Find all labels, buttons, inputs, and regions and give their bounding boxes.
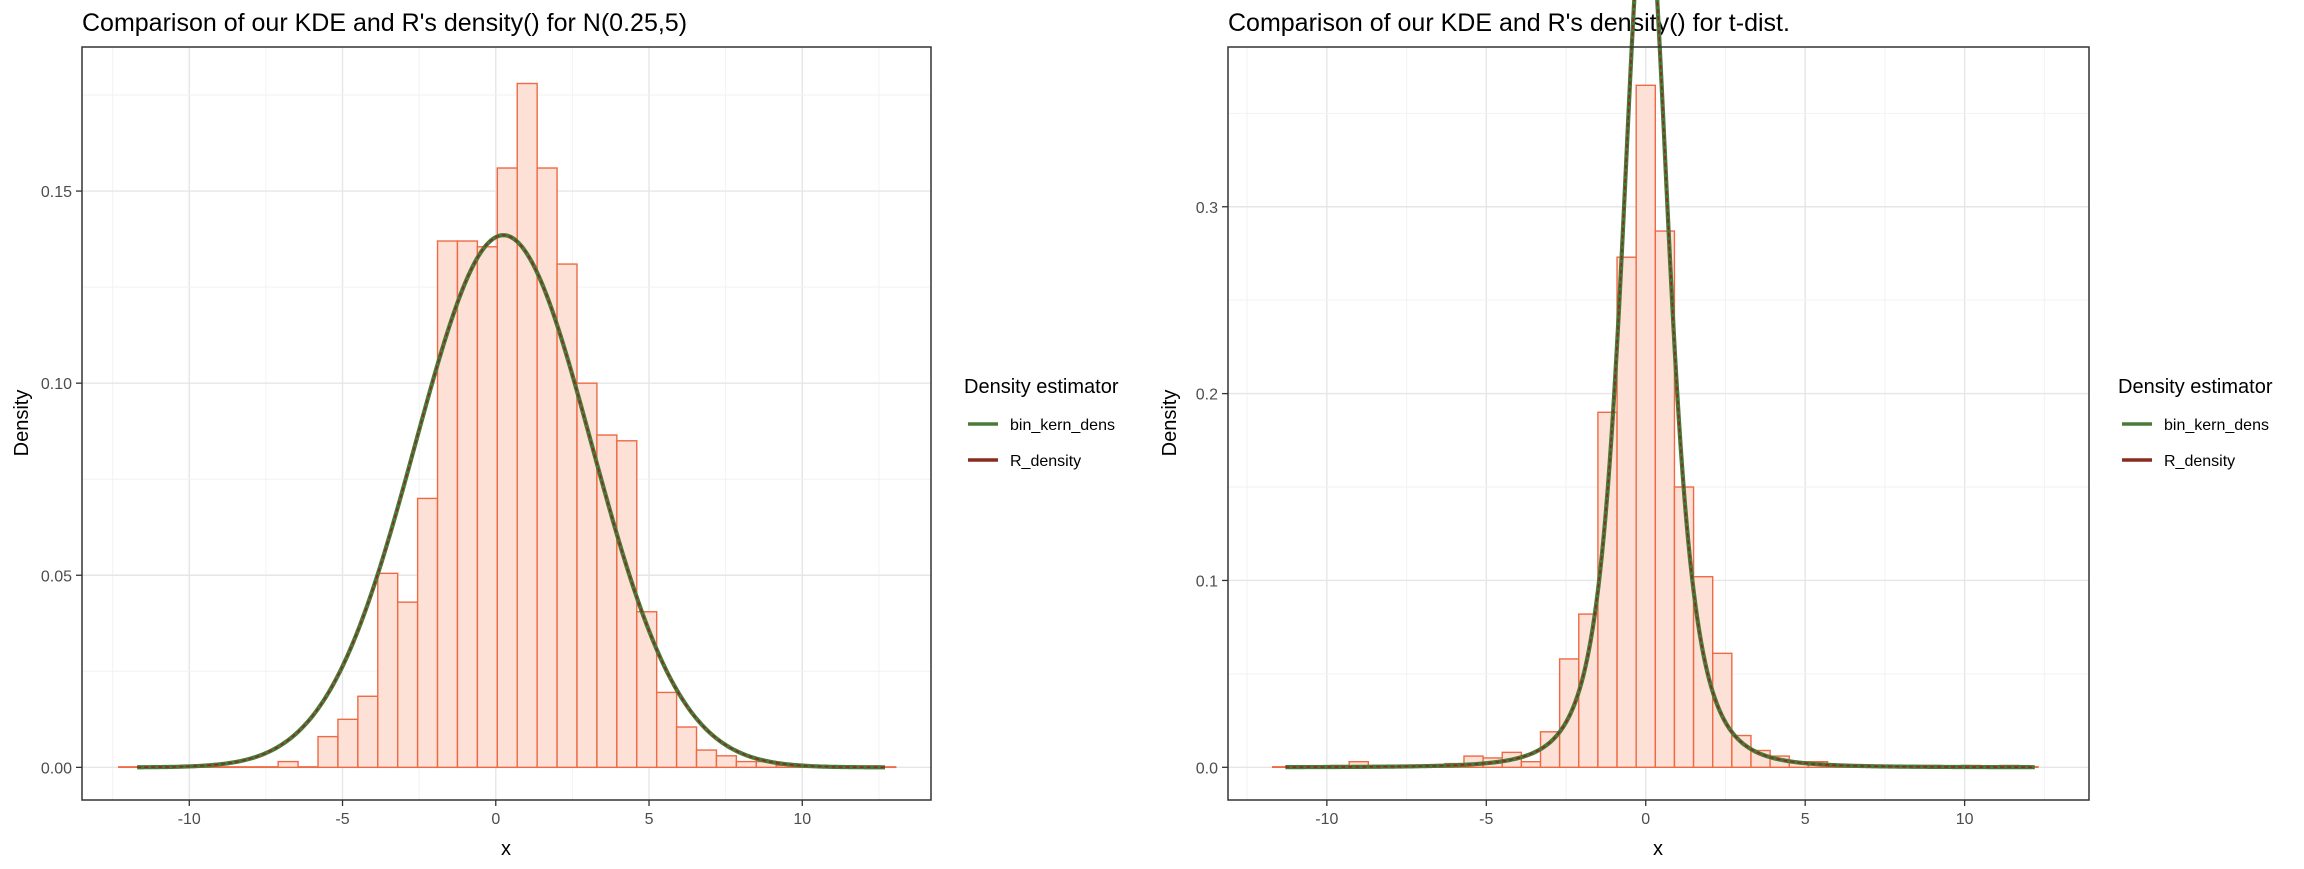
histogram-bar	[576, 382, 598, 769]
histogram-bar	[735, 760, 757, 769]
y-tick-label: 0.10	[41, 376, 72, 393]
histogram-bar	[357, 695, 379, 769]
x-tick-label: 0	[491, 811, 500, 828]
histogram-bar	[217, 766, 240, 769]
x-axis-ticks: -10 -5 0 5 10	[178, 800, 811, 828]
histogram-bar	[1616, 256, 1637, 769]
histogram-bar	[257, 766, 279, 769]
histogram-bar	[476, 246, 499, 769]
histogram-bar	[237, 766, 259, 769]
legend-label-bin-kern-dens: bin_kern_dens	[1010, 417, 1115, 434]
chart-normal: Comparison of our KDE and R's density() …	[11, 9, 1119, 860]
histogram-bar	[416, 497, 439, 769]
legend-title: Density estimator	[964, 376, 1119, 398]
legend: Density estimator bin_kern_dens R_densit…	[964, 376, 1119, 470]
histogram-bar	[317, 735, 339, 769]
y-tick-label: 0.00	[41, 760, 72, 777]
histogram-bar	[596, 434, 618, 769]
y-axis-ticks: 0.0 0.1 0.2 0.3	[1196, 200, 1228, 777]
x-tick-label: -10	[178, 811, 201, 828]
y-tick-label: 0.15	[41, 184, 72, 201]
histogram	[118, 82, 897, 769]
histogram-bar	[396, 601, 419, 769]
chart-t-dist: Comparison of our KDE and R's density() …	[1159, 0, 2273, 860]
y-tick-label: 0.3	[1196, 200, 1218, 217]
histogram-bar	[715, 755, 738, 769]
legend-label-r-density: R_density	[2164, 453, 2235, 470]
histogram-bar	[516, 82, 538, 769]
histogram-bar	[1673, 486, 1695, 769]
histogram-bar	[636, 611, 658, 769]
histogram-bar	[297, 766, 319, 769]
legend: Density estimator bin_kern_dens R_densit…	[2118, 376, 2273, 470]
histogram-bar	[118, 766, 140, 769]
x-axis-ticks: -10 -5 0 5 10	[1315, 800, 1974, 828]
histogram-bar	[436, 240, 459, 769]
histogram-bar	[1712, 652, 1733, 769]
panel-border	[81, 46, 932, 801]
x-tick-label: 10	[1956, 811, 1974, 828]
x-tick-label: -5	[1479, 811, 1493, 828]
chart-title: Comparison of our KDE and R's density() …	[82, 9, 687, 37]
y-axis-label: Density	[11, 390, 33, 457]
x-tick-label: -5	[335, 811, 349, 828]
chart-title: Comparison of our KDE and R's density() …	[1228, 9, 1790, 37]
y-tick-label: 0.2	[1196, 387, 1218, 404]
x-tick-label: -10	[1315, 811, 1338, 828]
legend-label-bin-kern-dens: bin_kern_dens	[2164, 417, 2269, 434]
x-tick-label: 5	[645, 811, 654, 828]
histogram-bar	[337, 718, 359, 769]
histogram-bar	[1578, 613, 1599, 769]
histogram-bar	[1520, 760, 1542, 769]
x-axis-label: x	[501, 838, 511, 860]
legend-title: Density estimator	[2118, 376, 2273, 398]
y-tick-label: 0.0	[1196, 760, 1218, 777]
legend-label-r-density: R_density	[1010, 453, 1081, 470]
histogram-bar	[456, 240, 479, 769]
histogram-bar	[536, 167, 558, 769]
histogram-bar	[496, 167, 518, 769]
y-tick-label: 0.1	[1196, 573, 1218, 590]
histogram-bar	[675, 726, 698, 769]
density-curve-r-density	[1285, 0, 2035, 768]
x-tick-label: 5	[1801, 811, 1810, 828]
x-axis-label: x	[1653, 838, 1663, 860]
histogram-bar	[695, 749, 718, 769]
panel-border	[1227, 46, 2090, 801]
x-tick-label: 0	[1641, 811, 1650, 828]
histogram-bar	[377, 572, 399, 769]
histogram-bar	[616, 440, 638, 769]
density-curves	[137, 233, 886, 770]
y-tick-label: 0.05	[41, 568, 72, 585]
histogram-bar	[655, 691, 678, 769]
y-axis-label: Density	[1159, 390, 1181, 457]
histogram-bar	[277, 760, 299, 769]
histogram-bar	[1635, 84, 1657, 769]
x-tick-label: 10	[793, 811, 811, 828]
density-curves	[1285, 0, 2035, 770]
y-axis-ticks: 0.00 0.05 0.10 0.15	[41, 184, 82, 777]
density-curve-r-density	[137, 234, 886, 769]
